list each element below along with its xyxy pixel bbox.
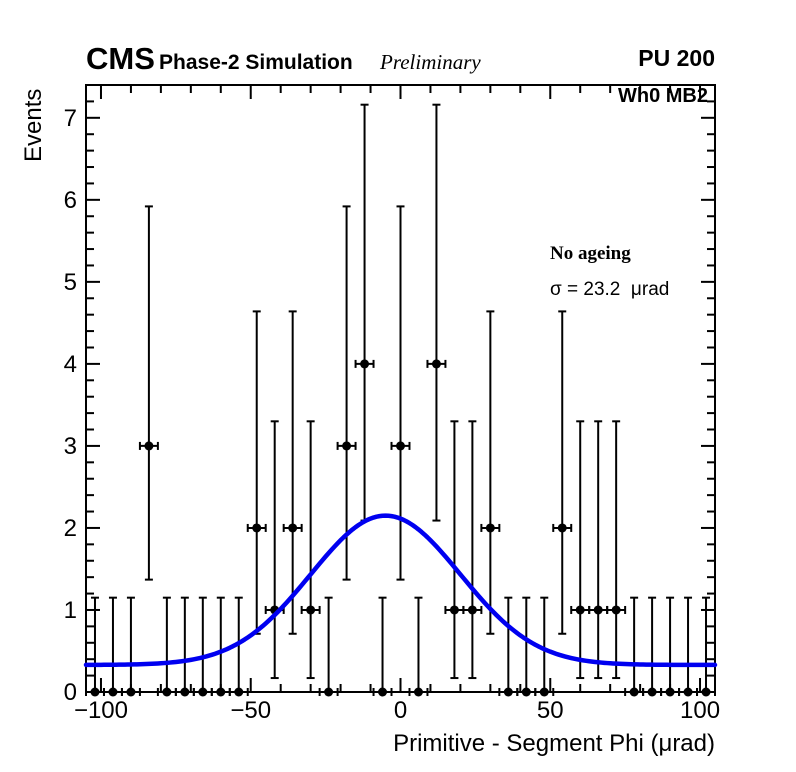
svg-text:6: 6 — [64, 187, 77, 214]
y-axis-title: Events — [20, 88, 47, 162]
svg-text:3: 3 — [64, 433, 77, 460]
axis-tick-labels: −100 −50 0 50 100 0 1 2 3 4 5 6 7 — [64, 105, 720, 724]
svg-text:2: 2 — [64, 515, 77, 542]
svg-text:5: 5 — [64, 269, 77, 296]
x-axis-title: Primitive - Segment Phi (μrad) — [393, 730, 715, 757]
data-points — [85, 103, 716, 697]
chamber-label: Wh0 MB2 — [618, 85, 708, 107]
svg-text:−50: −50 — [230, 697, 271, 724]
svg-text:0: 0 — [64, 679, 77, 706]
svg-text:1: 1 — [64, 597, 77, 624]
pileup-label: PU 200 — [638, 45, 715, 71]
cms-logo-label: CMS — [86, 41, 155, 76]
svg-text:7: 7 — [64, 105, 77, 132]
preliminary-label: Preliminary — [380, 50, 481, 74]
svg-text:50: 50 — [537, 697, 564, 724]
svg-text:100: 100 — [680, 697, 720, 724]
svg-text:4: 4 — [64, 351, 77, 378]
fit-curve — [83, 513, 718, 668]
phase2-simulation-label: Phase-2 Simulation — [159, 51, 353, 74]
axis-frame — [85, 84, 716, 693]
svg-text:−100: −100 — [74, 697, 128, 724]
svg-text:0: 0 — [394, 697, 407, 724]
sigma-result-label: σ = 23.2 μrad — [550, 279, 670, 300]
ageing-condition-label: No ageing — [550, 243, 631, 264]
